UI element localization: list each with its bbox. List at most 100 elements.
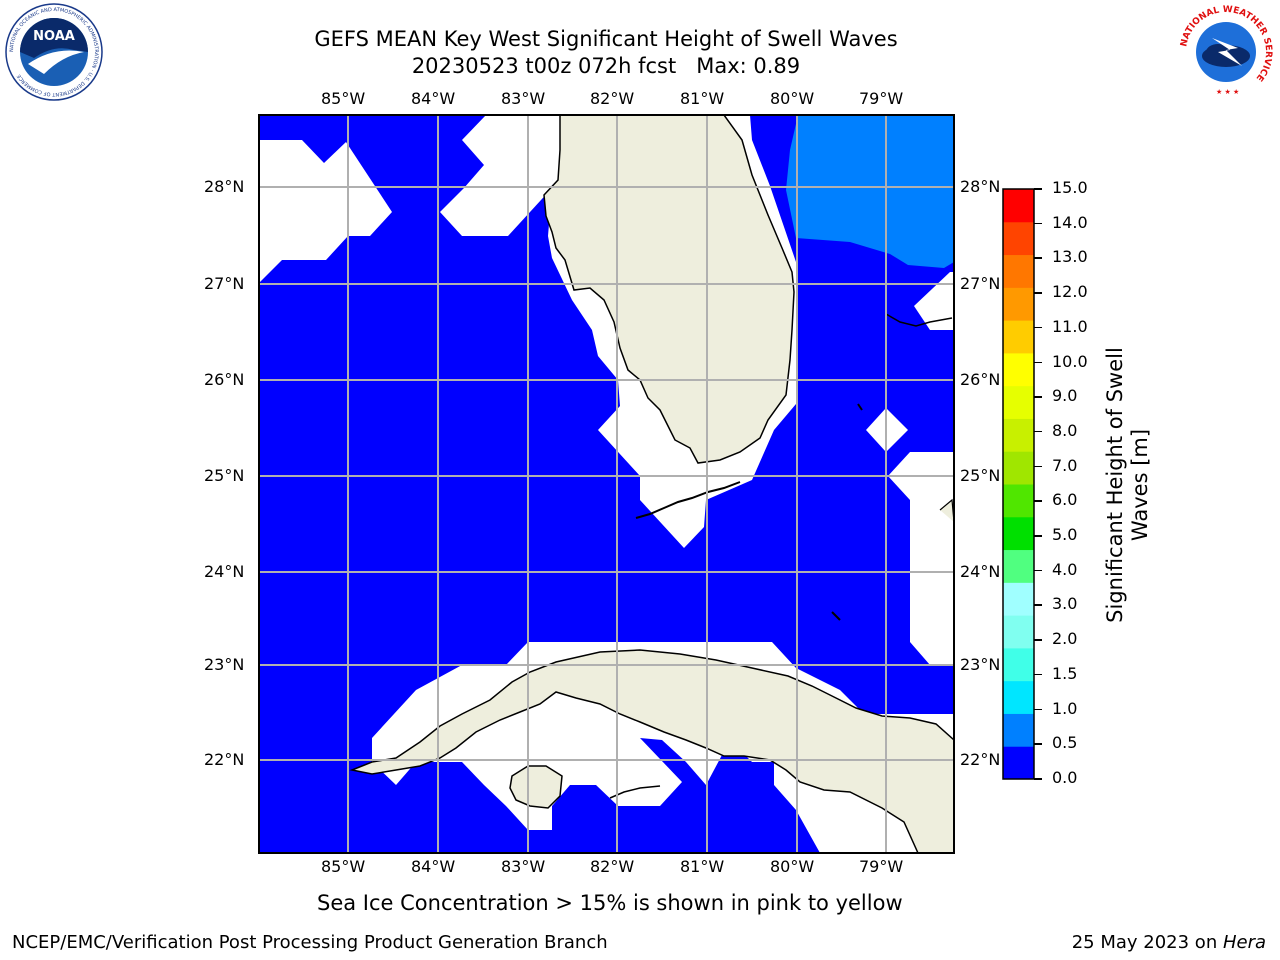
lon-label-bottom: 83°W [501, 857, 546, 876]
footer-date: 25 May 2023 on [1071, 932, 1223, 953]
colorbar-segment [1003, 189, 1034, 223]
colorbar-tick-label: 4.0 [1052, 559, 1078, 579]
colorbar-segment [1003, 484, 1034, 518]
colorbar-tick-mark [1034, 569, 1042, 572]
florida-land [543, 115, 795, 464]
swell-region-0.5 [786, 115, 954, 268]
colorbar-tick-mark [1034, 500, 1042, 502]
florida-keys [635, 481, 741, 519]
colorbar-tick-mark [1034, 326, 1042, 329]
colorbar-tick-mark [1034, 396, 1042, 398]
lat-label-right: 27°N [960, 274, 1001, 293]
colorbar-tick-label: 15.0 [1052, 178, 1088, 197]
colorbar-tick-label: 3.0 [1052, 594, 1078, 614]
lat-label-right: 22°N [960, 750, 1001, 769]
bahamas [885, 313, 953, 327]
lat-label-right: 28°N [960, 177, 1001, 196]
colorbar-tick-label: 14.0 [1052, 212, 1088, 232]
nodata-patch [914, 272, 954, 330]
colorbar-tick-mark [1034, 708, 1042, 711]
colorbar-segment [1003, 582, 1034, 616]
nws-logo: NATIONAL WEATHER SERVICE ★ ★ ★ [1178, 4, 1274, 100]
colorbar-label: Significant Height of Swell Waves [m] [1103, 347, 1152, 623]
nodata-patch [259, 140, 392, 283]
lat-label-left: 26°N [204, 370, 245, 389]
map-frame [258, 114, 955, 854]
lon-label-top: 80°W [770, 89, 815, 108]
colorbar-tick-label: 10.0 [1052, 351, 1088, 371]
footer-host: Hera [1222, 932, 1266, 953]
colorbar-tick-label: 0.5 [1052, 733, 1078, 753]
colorbar-tick-label: 11.0 [1052, 316, 1088, 336]
colorbar-tick-label: 13.0 [1052, 247, 1088, 267]
footer-right: 25 May 2023 on Hera [1072, 932, 1266, 953]
lat-label-right: 26°N [960, 370, 1001, 389]
noaa-logo: NATIONAL OCEANIC AND ATMOSPHERIC ADMINIS… [5, 3, 103, 101]
colorbar-tick-label: 9.0 [1052, 386, 1078, 406]
colorbar-tick-mark [1034, 222, 1042, 225]
colorbar-tick-label: 0.0 [1052, 768, 1078, 787]
colorbar-segment [1003, 516, 1034, 551]
colorbar-segment [1003, 451, 1034, 485]
lat-label-right: 23°N [960, 655, 1001, 674]
colorbar-tick-label: 7.0 [1052, 455, 1078, 475]
lon-label-top: 84°W [411, 89, 456, 108]
lat-label-left: 25°N [204, 466, 245, 485]
colorbar-tick-mark [1034, 361, 1042, 364]
colorbar-tick-mark [1034, 778, 1042, 780]
colorbar-tick-mark [1034, 257, 1042, 259]
lat-label-right: 24°N [960, 562, 1001, 581]
colorbar-tick-label: 1.5 [1052, 663, 1078, 683]
colorbar-tick-mark [1034, 639, 1042, 641]
colorbar-tick-label: 2.0 [1052, 629, 1078, 649]
lon-label-top: 82°W [590, 89, 635, 108]
isle-of-youth [509, 765, 563, 809]
colorbar-segment [1003, 615, 1034, 649]
lon-label-bottom: 79°W [859, 857, 904, 876]
lat-label-left: 24°N [204, 562, 245, 581]
lon-label-bottom: 82°W [590, 857, 635, 876]
lon-label-bottom: 80°W [770, 857, 815, 876]
svg-text:★ ★ ★: ★ ★ ★ [1216, 88, 1239, 96]
colorbar-tick-label: 5.0 [1052, 525, 1078, 545]
colorbar-tick-mark [1034, 292, 1042, 294]
lon-label-top: 79°W [859, 89, 904, 108]
lat-label-right: 25°N [960, 466, 1001, 485]
lat-label-left: 27°N [204, 274, 245, 293]
colorbar-tick-label: 8.0 [1052, 420, 1078, 440]
colorbar-tick-mark [1034, 743, 1042, 745]
noaa-logo-text: NOAA [33, 29, 75, 44]
map-title-line2: 20230523 t00z 072h fcst Max: 0.89 [411, 54, 801, 78]
colorbar-tick-label: 1.0 [1052, 698, 1078, 718]
colorbar [1002, 188, 1035, 780]
colorbar-segment [1003, 713, 1034, 747]
lon-label-top: 81°W [680, 89, 725, 108]
colorbar-segment [1003, 320, 1034, 354]
colorbar-segment [1003, 352, 1034, 387]
lon-label-bottom: 84°W [411, 857, 456, 876]
colorbar-tick-mark [1034, 535, 1042, 537]
lat-label-left: 23°N [204, 655, 245, 674]
lon-label-top: 85°W [321, 89, 366, 108]
colorbar-tick-mark [1034, 188, 1042, 190]
colorbar-segment [1003, 549, 1034, 583]
colorbar-segment [1003, 746, 1034, 780]
colorbar-segment [1003, 680, 1034, 714]
colorbar-tick-label: 6.0 [1052, 490, 1078, 510]
map-title-line1: GEFS MEAN Key West Significant Height of… [314, 27, 898, 51]
colorbar-segment [1003, 418, 1034, 452]
cuba-land [349, 649, 954, 853]
colorbar-segment [1003, 254, 1034, 288]
lon-label-top: 83°W [501, 89, 546, 108]
lat-label-left: 22°N [204, 750, 245, 769]
colorbar-tick-label: 12.0 [1052, 282, 1088, 302]
colorbar-segment [1003, 221, 1034, 256]
colorbar-tick-mark [1034, 604, 1042, 606]
colorbar-segment [1003, 385, 1034, 419]
sea-ice-note: Sea Ice Concentration > 15% is shown in … [317, 891, 903, 915]
nodata-patch [888, 452, 954, 665]
nodata-patch [440, 115, 560, 236]
colorbar-segment [1003, 647, 1034, 682]
lat-label-left: 28°N [204, 177, 245, 196]
